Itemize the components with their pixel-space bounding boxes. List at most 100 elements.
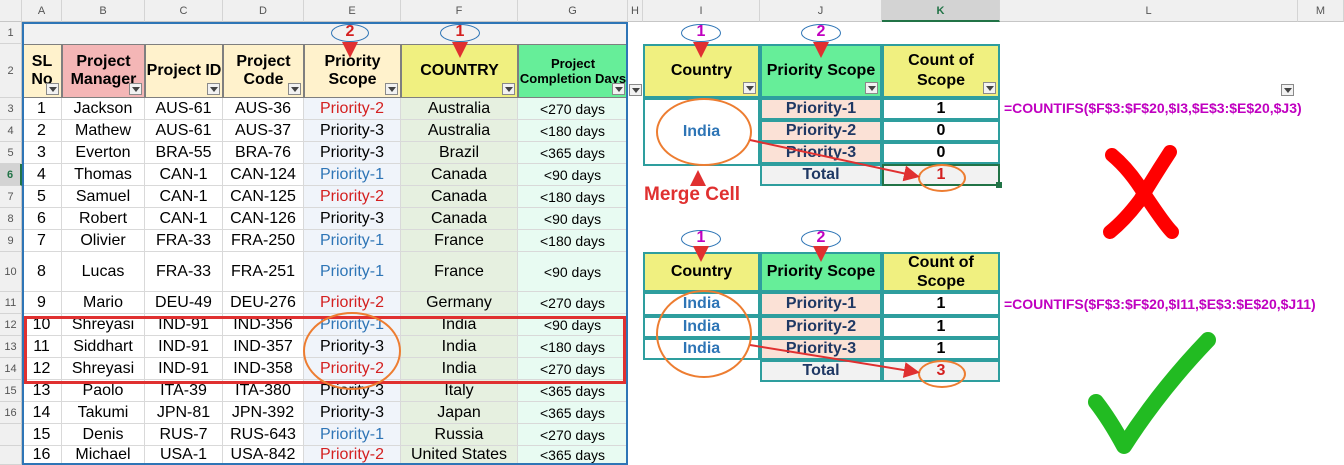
cell-project-manager[interactable]: Shreyasi [62, 314, 145, 336]
filter-dropdown-icon[interactable] [129, 83, 142, 95]
col-header-l[interactable]: L [1000, 0, 1298, 22]
top-country-header[interactable]: Country [643, 44, 760, 98]
top-total-label-cell[interactable]: Total [760, 164, 882, 186]
top-priority-row-2[interactable]: Priority-2 [760, 120, 882, 142]
cell-project-id[interactable]: ITA-39 [145, 380, 223, 402]
cell-project-id[interactable]: DEU-49 [145, 292, 223, 314]
row-header-8[interactable]: 8 [0, 208, 22, 230]
cell-sl-no[interactable]: 15 [22, 424, 62, 446]
col-header-e[interactable]: E [304, 0, 401, 22]
cell-country[interactable]: France [401, 230, 518, 252]
cell-sl-no[interactable]: 8 [22, 252, 62, 292]
cell-project-code[interactable]: CAN-124 [223, 164, 304, 186]
cell-priority-scope[interactable]: Priority-1 [304, 164, 401, 186]
filter-dropdown-icon[interactable] [743, 82, 756, 94]
cell-project-manager[interactable]: Thomas [62, 164, 145, 186]
cell-completion-days[interactable]: <180 days [518, 230, 628, 252]
cell-project-manager[interactable]: Denis [62, 424, 145, 446]
cell-project-id[interactable]: RUS-7 [145, 424, 223, 446]
cell-sl-no[interactable]: 12 [22, 358, 62, 380]
bottom-priority-row-1[interactable]: Priority-1 [760, 292, 882, 316]
bottom-count-header[interactable]: Count of Scope [882, 252, 1000, 292]
cell-priority-scope[interactable]: Priority-2 [304, 446, 401, 465]
cell-project-manager[interactable]: Robert [62, 208, 145, 230]
row-header-14[interactable]: 14 [0, 358, 22, 380]
cell-project-code[interactable]: IND-358 [223, 358, 304, 380]
bottom-priority-row-2[interactable]: Priority-2 [760, 316, 882, 338]
row-header-16[interactable]: 16 [0, 402, 22, 424]
cell-completion-days[interactable]: <270 days [518, 292, 628, 314]
cell-priority-scope[interactable]: Priority-2 [304, 292, 401, 314]
cell-project-code[interactable]: AUS-36 [223, 98, 304, 120]
cell-project-id[interactable]: CAN-1 [145, 186, 223, 208]
row-header-7[interactable]: 7 [0, 186, 22, 208]
cell-sl-no[interactable]: 11 [22, 336, 62, 358]
cell-project-id[interactable]: IND-91 [145, 336, 223, 358]
col-header-g[interactable]: G [518, 0, 628, 22]
col-header-d[interactable]: D [223, 0, 304, 22]
filter-dropdown-icon[interactable] [629, 84, 642, 96]
col-header-f[interactable]: F [401, 0, 518, 22]
cell-project-code[interactable]: AUS-37 [223, 120, 304, 142]
cell-completion-days[interactable]: <90 days [518, 252, 628, 292]
col-header-h[interactable]: H [628, 0, 643, 22]
row-header-4[interactable]: 4 [0, 120, 22, 142]
cell-sl-no[interactable]: 13 [22, 380, 62, 402]
filter-dropdown-icon[interactable] [288, 83, 301, 95]
col-header-i[interactable]: I [643, 0, 760, 22]
header-priority-scope[interactable]: Priority Scope [304, 44, 401, 98]
cell-priority-scope[interactable]: Priority-1 [304, 424, 401, 446]
row-header-1[interactable]: 1 [0, 22, 22, 44]
cell-project-manager[interactable]: Takumi [62, 402, 145, 424]
cell-completion-days[interactable]: <180 days [518, 186, 628, 208]
cell-project-id[interactable]: JPN-81 [145, 402, 223, 424]
cell-project-id[interactable]: USA-1 [145, 446, 223, 465]
cell-priority-scope[interactable]: Priority-3 [304, 120, 401, 142]
row-header-11[interactable]: 11 [0, 292, 22, 314]
filter-dropdown-icon[interactable] [612, 83, 625, 95]
row-header-6[interactable]: 6 [0, 164, 22, 186]
header-project-code[interactable]: Project Code [223, 44, 304, 98]
bottom-country-header[interactable]: Country [643, 252, 760, 292]
row-header-18[interactable] [0, 446, 22, 465]
cell-completion-days[interactable]: <90 days [518, 208, 628, 230]
cell-completion-days[interactable]: <90 days [518, 314, 628, 336]
cell-completion-days[interactable]: <365 days [518, 142, 628, 164]
cell-completion-days[interactable]: <270 days [518, 358, 628, 380]
cell-country[interactable]: Canada [401, 164, 518, 186]
cell-project-id[interactable]: IND-91 [145, 314, 223, 336]
cell-project-code[interactable]: ITA-380 [223, 380, 304, 402]
cell-project-manager[interactable]: Siddhart [62, 336, 145, 358]
top-count-row-1[interactable]: 1 [882, 98, 1000, 120]
bottom-priority-row-3[interactable]: Priority-3 [760, 338, 882, 360]
spill-filter[interactable] [628, 78, 643, 98]
bottom-count-row-1[interactable]: 1 [882, 292, 1000, 316]
cell-project-code[interactable]: FRA-250 [223, 230, 304, 252]
cell-sl-no[interactable]: 4 [22, 164, 62, 186]
filter-dropdown-icon[interactable] [385, 83, 398, 95]
row-header-17[interactable] [0, 424, 22, 446]
cell-project-id[interactable]: AUS-61 [145, 98, 223, 120]
cell-sl-no[interactable]: 6 [22, 208, 62, 230]
cell-project-manager[interactable]: Mario [62, 292, 145, 314]
cell-project-id[interactable]: FRA-33 [145, 230, 223, 252]
cell-priority-scope[interactable]: Priority-2 [304, 186, 401, 208]
cell-country[interactable]: United States [401, 446, 518, 465]
spill-filter-l[interactable] [1000, 78, 1298, 98]
cell-completion-days[interactable]: <365 days [518, 402, 628, 424]
cell-country[interactable]: India [401, 358, 518, 380]
cell-project-id[interactable]: FRA-33 [145, 252, 223, 292]
select-all-corner[interactable] [0, 0, 22, 22]
header-sl-no[interactable]: SL No [22, 44, 62, 98]
cell-completion-days[interactable]: <180 days [518, 336, 628, 358]
cell-project-code[interactable]: FRA-251 [223, 252, 304, 292]
cell-project-code[interactable]: IND-357 [223, 336, 304, 358]
cell-project-code[interactable]: BRA-76 [223, 142, 304, 164]
cell-project-manager[interactable]: Paolo [62, 380, 145, 402]
row-header-13[interactable]: 13 [0, 336, 22, 358]
col-header-j[interactable]: J [760, 0, 882, 22]
top-count-header[interactable]: Count of Scope [882, 44, 1000, 98]
top-count-row-3[interactable]: 0 [882, 142, 1000, 164]
cell-completion-days[interactable]: <180 days [518, 120, 628, 142]
cell-country[interactable]: Australia [401, 98, 518, 120]
